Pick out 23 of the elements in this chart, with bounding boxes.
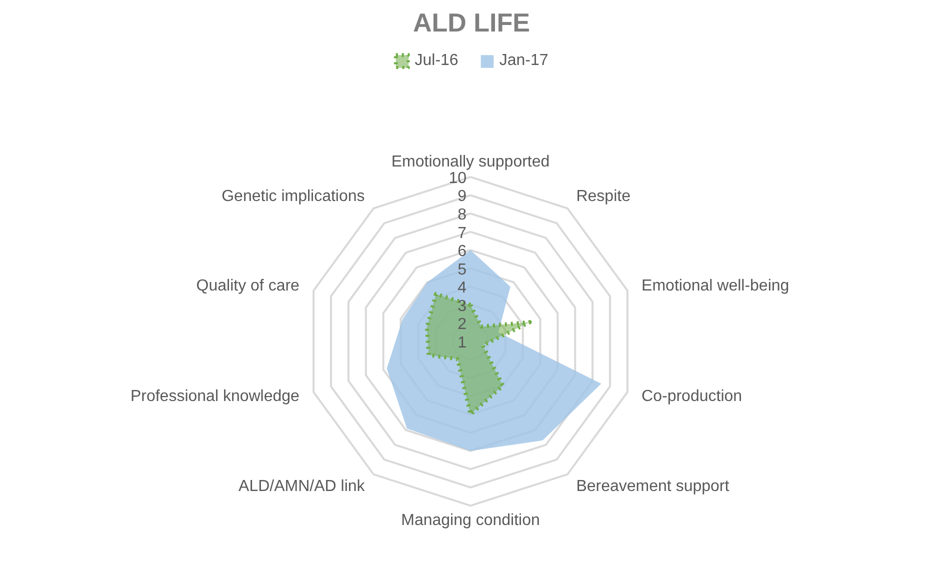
spoke-label: Bereavement support [576, 478, 730, 495]
y-tick-label: 4 [458, 280, 467, 297]
spoke-label: Genetic implications [222, 188, 365, 205]
spoke-label: Co-production [642, 388, 742, 406]
y-tick-label: 8 [458, 206, 467, 224]
spoke-label: Respite [576, 188, 631, 205]
spoke-label: Professional knowledge [130, 388, 300, 406]
spoke-label: Managing condition [401, 512, 540, 530]
legend-label: Jul-16 [414, 52, 458, 70]
y-tick-label: 1 [458, 334, 467, 352]
spoke-label: ALD/AMN/AD link [238, 478, 366, 495]
legend-label: Jan-17 [499, 52, 548, 70]
spoke-label: Emotionally supported [391, 154, 550, 171]
y-tick-label: 5 [458, 261, 467, 278]
y-tick-label: 7 [458, 224, 467, 242]
spoke-label: Quality of care [196, 277, 300, 294]
y-tick-label: 10 [448, 170, 467, 187]
y-tick-label: 2 [458, 316, 467, 334]
chart-title: ALD LIFE [413, 8, 530, 38]
y-tick-label: 6 [458, 243, 467, 260]
spoke-label: Emotional well-being [642, 277, 790, 294]
y-tick-label: 9 [458, 188, 467, 206]
y-tick-label: 3 [458, 298, 467, 315]
